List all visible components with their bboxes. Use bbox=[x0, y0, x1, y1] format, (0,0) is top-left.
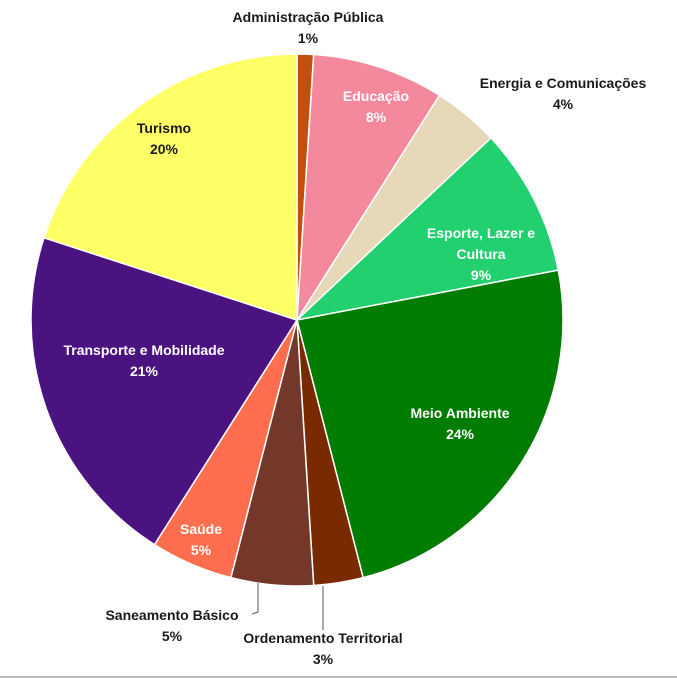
slice-labels: Administração Pública 1% Educação 8% Energia… bbox=[63, 9, 646, 667]
pie-slice-educacao bbox=[296, 53, 441, 321]
pie-slice-turismo bbox=[43, 53, 298, 322]
slice-name-label: Cultura bbox=[457, 246, 506, 262]
slice-label: Administração Pública 1% bbox=[233, 9, 384, 46]
slice-name-label: Esporte, Lazer e bbox=[427, 225, 535, 241]
slice-percent-label: 5% bbox=[162, 628, 183, 644]
slice-percent-label: 21% bbox=[130, 363, 159, 379]
slice-name-label: Educação bbox=[343, 88, 409, 104]
slice-percent-label: 20% bbox=[150, 141, 179, 157]
slice-label: Meio Ambiente 24% bbox=[410, 405, 509, 442]
slice-name-label: Ordenamento Territorial bbox=[243, 630, 402, 646]
slice-name-label: Saneamento Básico bbox=[105, 607, 238, 623]
slice-percent-label: 9% bbox=[471, 267, 492, 283]
slice-label: Transporte e Mobilidade 21% bbox=[63, 342, 224, 379]
leader-lines bbox=[251, 583, 324, 630]
pie-slice-esporte-lazer-e-cultura bbox=[294, 136, 560, 322]
slice-label: Saúde 5% bbox=[180, 521, 222, 558]
slice-label: Ordenamento Territorial 3% bbox=[243, 630, 402, 667]
slice-label: Turismo 20% bbox=[137, 120, 191, 157]
slice-label: Educação 8% bbox=[343, 88, 409, 125]
slice-name-label: Administração Pública bbox=[233, 9, 384, 25]
slice-label: Energia e Comunicações 4% bbox=[480, 75, 647, 112]
slice-label: Esporte, Lazer e Cultura 9% bbox=[427, 225, 535, 283]
slice-name-label: Energia e Comunicações bbox=[480, 75, 647, 91]
bottom-border bbox=[0, 676, 677, 678]
slice-name-label: Transporte e Mobilidade bbox=[63, 342, 224, 358]
pie-slice-transporte-e-mobilidade bbox=[30, 236, 299, 546]
slice-percent-label: 1% bbox=[298, 30, 319, 46]
pie-slices bbox=[30, 53, 564, 587]
slice-percent-label: 4% bbox=[553, 96, 574, 112]
leader-line bbox=[251, 583, 259, 615]
slice-label: Saneamento Básico 5% bbox=[105, 607, 238, 644]
slice-percent-label: 8% bbox=[366, 109, 387, 125]
slice-percent-label: 24% bbox=[446, 426, 475, 442]
pie-slice-meio-ambiente bbox=[296, 269, 564, 579]
slice-name-label: Turismo bbox=[137, 120, 191, 136]
slice-name-label: Saúde bbox=[180, 521, 222, 537]
slice-percent-label: 5% bbox=[191, 542, 212, 558]
slice-percent-label: 3% bbox=[313, 651, 334, 667]
slice-name-label: Meio Ambiente bbox=[410, 405, 509, 421]
